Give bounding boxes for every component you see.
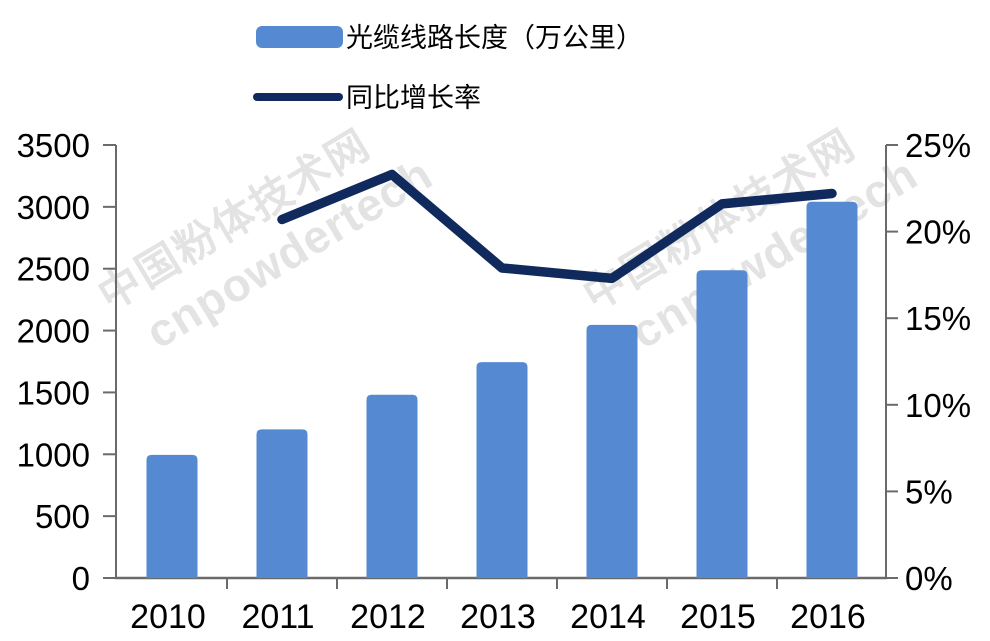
bar-2016 bbox=[806, 201, 858, 578]
left-axis-tick-label: 1500 bbox=[17, 374, 90, 411]
x-axis-label-2014: 2014 bbox=[570, 598, 646, 636]
left-axis-tick-label: 2500 bbox=[17, 251, 90, 288]
right-axis-tick-label: 0% bbox=[905, 560, 953, 597]
bar-2011 bbox=[256, 429, 308, 578]
growth-rate-line bbox=[277, 169, 837, 284]
left-axis-tick-label: 3000 bbox=[17, 189, 90, 226]
bar-2015 bbox=[696, 270, 748, 578]
right-axis-tick-label: 5% bbox=[905, 473, 953, 510]
left-axis-tick-label: 0 bbox=[72, 560, 90, 597]
legend-label-growth-rate: 同比增长率 bbox=[346, 83, 481, 113]
left-axis-tick-label: 1000 bbox=[17, 436, 90, 473]
legend-bar-swatch-icon bbox=[256, 26, 343, 48]
x-axis-label-2010: 2010 bbox=[130, 598, 206, 636]
bar-2013 bbox=[476, 362, 528, 578]
right-axis-tick-label: 25% bbox=[905, 127, 971, 164]
left-axis-tick-label: 3500 bbox=[17, 127, 90, 164]
bar-2012 bbox=[366, 394, 418, 578]
right-axis-tick-label: 20% bbox=[905, 214, 971, 251]
legend-label-cable-length: 光缆线路长度（万公里） bbox=[346, 23, 643, 53]
x-axis-label-2011: 2011 bbox=[241, 598, 314, 636]
legend-line-swatch-icon bbox=[253, 93, 343, 101]
left-axis-tick-label: 500 bbox=[35, 498, 90, 535]
x-axis-label-2015: 2015 bbox=[680, 598, 756, 636]
bar-2014 bbox=[586, 324, 638, 578]
x-axis-label-2012: 2012 bbox=[350, 598, 426, 636]
right-axis-tick-label: 10% bbox=[905, 387, 971, 424]
x-axis-label-2016: 2016 bbox=[790, 598, 866, 636]
right-axis-tick-label: 15% bbox=[905, 300, 971, 337]
left-axis-tick-label: 2000 bbox=[17, 313, 90, 350]
bar-2010 bbox=[146, 454, 198, 578]
x-axis-label-2013: 2013 bbox=[460, 598, 536, 636]
